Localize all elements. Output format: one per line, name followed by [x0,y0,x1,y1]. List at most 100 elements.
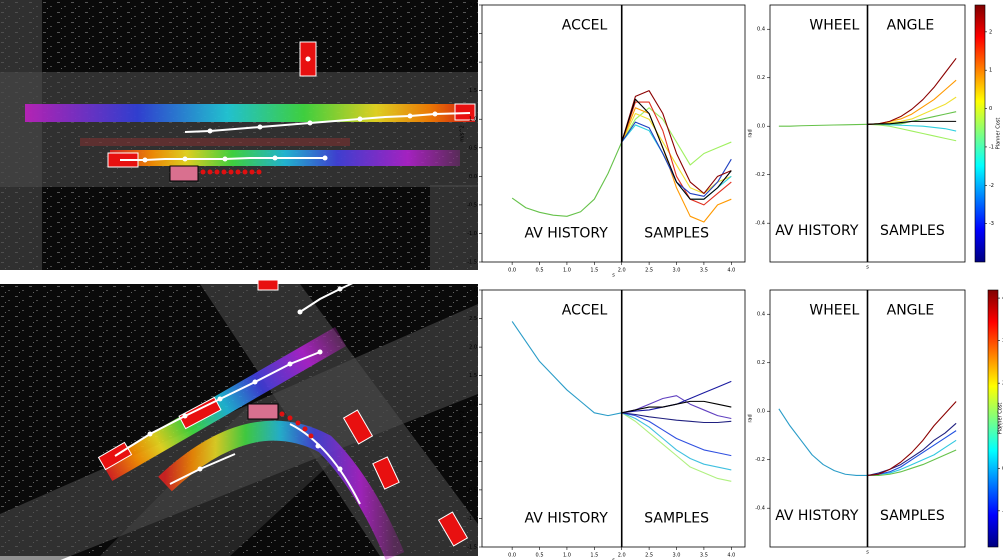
trajectory-band [80,138,350,146]
x-tick-label: 0.5 [536,553,544,559]
series-line [621,395,732,420]
y-tick-label: 2.5 [469,31,477,37]
bev-bottom [0,279,478,560]
colorbar-tick-label: -3 [989,221,994,227]
plot-area [481,4,746,263]
ego-vehicle [247,403,279,420]
series-line [778,123,868,127]
y-tick-label: -1.5 [467,545,477,551]
x-tick-label: 3.0 [673,553,681,559]
ego-vehicle [169,165,199,182]
y-axis-label: rad [748,414,754,422]
x-tick-label: 2.0 [618,268,626,274]
series-line [621,412,732,424]
annotation: AV HISTORY [525,226,609,242]
y-tick-label: 2.0 [469,60,477,66]
y-tick-label: 2.0 [469,345,477,351]
vehicle-box [178,396,222,430]
series-line [621,90,732,195]
y-tick-label: -0.2 [755,457,765,463]
road [200,284,478,556]
x-tick-label: 3.5 [700,553,708,559]
x-tick-label: 0.0 [508,553,516,559]
x-tick-label: 2.0 [618,553,626,559]
series-line [621,412,732,457]
y-tick-label: 0.0 [469,459,477,465]
series-line [867,58,957,125]
series-line [867,430,957,477]
y-tick-label: -1.5 [467,260,477,266]
x-tick-label: 4.0 [727,553,735,559]
agent-path [299,281,356,313]
y-tick-label: 3.0 [469,3,477,9]
y-tick-label: 0.5 [469,145,477,151]
annotation: AV HISTORY [525,511,609,527]
y-tick-label: 1.5 [469,88,477,94]
y-tick-label: -1.0 [467,516,477,522]
y-tick-label: -0.4 [755,506,765,512]
colorbar-tick-label: 2 [989,29,992,35]
y-axis-label: m/s^2 [460,125,466,142]
x-axis-label: s [866,550,869,556]
y-tick-label: -0.2 [755,172,765,178]
y-tick-label: 1.0 [469,117,477,123]
annotation: WHEEL [809,303,859,319]
agent-path [120,157,325,161]
annotation: AV HISTORY [775,508,859,524]
series-line [511,141,623,217]
annotation: ANGLE [887,18,935,34]
y-tick-label: -0.4 [755,221,765,227]
series-line [621,107,732,223]
colorbar-tick-label: -1 [989,144,994,150]
trajectory-band-group [101,326,347,482]
y-tick-label: 0.2 [757,360,765,366]
y-tick-label: 3.0 [469,288,477,294]
x-axis-label: s [866,265,869,271]
annotation: ACCEL [562,18,608,34]
annotation: WHEEL [809,18,859,34]
colorbar-tick-label: 0 [989,106,992,112]
series-line [778,408,868,477]
y-tick-label: 0.4 [757,312,765,318]
trajectory-band [25,104,475,122]
road [100,404,330,556]
y-tick-label: 0.4 [757,27,765,33]
x-tick-label: 1.5 [590,268,598,274]
ego-plan [279,411,314,439]
bev-top [0,0,478,270]
y-tick-label: 0.0 [469,174,477,180]
x-tick-label: 2.5 [645,268,653,274]
annotation: SAMPLES [880,508,945,524]
path-points [147,286,343,472]
series-line [867,422,957,477]
series-line [621,101,732,206]
x-tick-label: 0.0 [508,268,516,274]
ego-plan [200,169,262,175]
y-tick-label: 1.0 [469,402,477,408]
x-tick-label: 3.0 [673,268,681,274]
series-line [511,321,622,417]
colorbar-tick-label: 1 [989,68,992,74]
x-axis-label: s [612,273,615,279]
vehicle-box [437,511,469,547]
road [430,185,478,270]
annotation: SAMPLES [880,223,945,239]
colorbar [974,4,986,263]
colorbar [987,289,999,548]
x-tick-label: 1.0 [563,268,571,274]
y-tick-label: -0.5 [467,487,477,493]
vehicle-box [342,409,374,445]
x-tick-label: 1.0 [563,553,571,559]
y-tick-label: 0.0 [757,409,765,415]
trajectory-band [158,420,405,560]
y-tick-label: 2.5 [469,316,477,322]
x-tick-label: 0.5 [536,268,544,274]
colorbar-label: Planner Cost [996,118,1002,150]
plot-area [481,289,746,548]
y-axis-label: m/s^2 [460,410,466,427]
x-tick-label: 1.5 [590,553,598,559]
series-line [867,123,957,142]
annotation: ACCEL [562,303,608,319]
y-axis-label: rad [748,129,754,137]
